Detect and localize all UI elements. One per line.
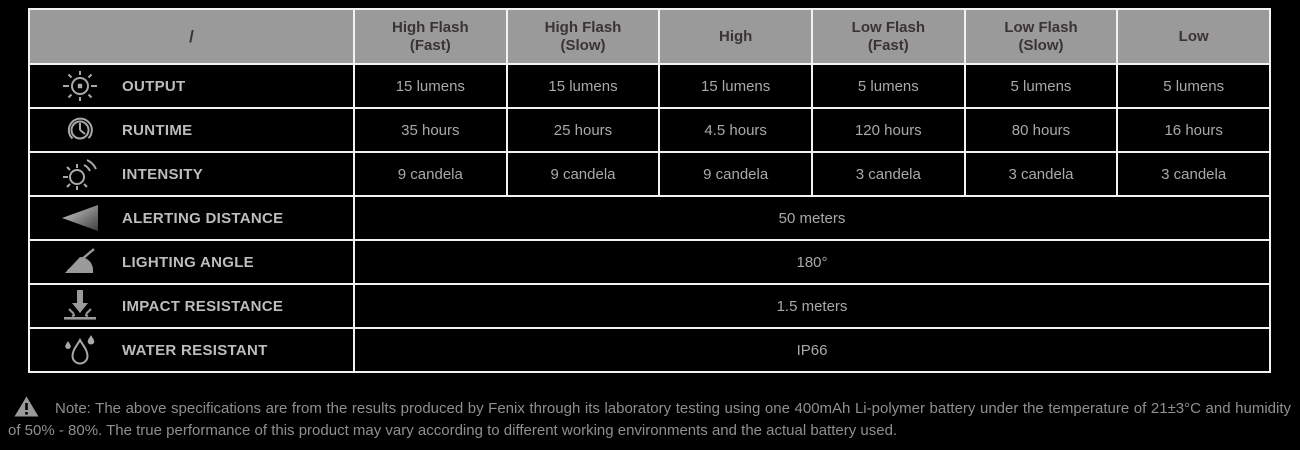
value-cell: 15 lumens bbox=[660, 65, 811, 107]
row-label-output: OUTPUT bbox=[30, 65, 353, 107]
spec-table: / High Flash (Fast) High Flash (Slow) Hi… bbox=[28, 8, 1271, 373]
value-cell: 5 lumens bbox=[1118, 65, 1269, 107]
alerting-distance-icon bbox=[58, 199, 102, 237]
column-header-high-flash-fast: High Flash (Fast) bbox=[355, 10, 506, 63]
row-label-text: RUNTIME bbox=[122, 121, 193, 139]
row-label-lighting-angle: LIGHTING ANGLE bbox=[30, 241, 353, 283]
row-label-text: OUTPUT bbox=[122, 77, 186, 95]
row-label-text: INTENSITY bbox=[122, 165, 204, 183]
value-cell: 4.5 hours bbox=[660, 109, 811, 151]
clock-icon bbox=[58, 111, 102, 149]
row-label-water-resistant: WATER RESISTANT bbox=[30, 329, 353, 371]
row-label-intensity: INTENSITY bbox=[30, 153, 353, 195]
value-cell: 120 hours bbox=[813, 109, 964, 151]
value-cell-impact-resistance: 1.5 meters bbox=[355, 285, 1269, 327]
row-label-text: IMPACT RESISTANCE bbox=[122, 297, 284, 315]
value-cell: 25 hours bbox=[507, 109, 659, 151]
value-cell: 5 lumens bbox=[813, 65, 964, 107]
value-cell-water-resistant: IP66 bbox=[355, 329, 1269, 371]
column-header-high-flash-slow: High Flash (Slow) bbox=[507, 10, 659, 63]
value-cell: 16 hours bbox=[1118, 109, 1269, 151]
warning-icon bbox=[14, 396, 39, 422]
lighting-angle-icon bbox=[58, 243, 102, 281]
column-header-high: High bbox=[660, 10, 811, 63]
value-cell: 80 hours bbox=[965, 109, 1117, 151]
row-label-alerting-distance: ALERTING DISTANCE bbox=[30, 197, 353, 239]
value-cell-lighting-angle: 180° bbox=[355, 241, 1269, 283]
value-cell: 5 lumens bbox=[965, 65, 1117, 107]
note: Note: The above specifications are from … bbox=[8, 396, 1291, 440]
row-label-text: WATER RESISTANT bbox=[122, 341, 268, 359]
value-cell: 15 lumens bbox=[355, 65, 506, 107]
intensity-icon bbox=[58, 155, 102, 193]
row-label-runtime: RUNTIME bbox=[30, 109, 353, 151]
column-header-low: Low bbox=[1118, 10, 1269, 63]
value-cell: 9 candela bbox=[660, 153, 811, 195]
value-cell: 3 candela bbox=[965, 153, 1117, 195]
value-cell: 15 lumens bbox=[507, 65, 659, 107]
value-cell: 9 candela bbox=[507, 153, 659, 195]
sun-output-icon bbox=[58, 67, 102, 105]
column-header-low-flash-slow: Low Flash (Slow) bbox=[965, 10, 1117, 63]
impact-resistance-icon bbox=[58, 287, 102, 325]
note-text: Note: The above specifications are from … bbox=[8, 400, 1291, 439]
value-cell: 35 hours bbox=[355, 109, 506, 151]
column-header-low-flash-fast: Low Flash (Fast) bbox=[813, 10, 964, 63]
row-label-text: LIGHTING ANGLE bbox=[122, 253, 254, 271]
header-corner-cell: / bbox=[30, 10, 353, 63]
row-label-text: ALERTING DISTANCE bbox=[122, 209, 284, 227]
value-cell: 9 candela bbox=[355, 153, 506, 195]
value-cell: 3 candela bbox=[1118, 153, 1269, 195]
value-cell-alerting-distance: 50 meters bbox=[355, 197, 1269, 239]
water-resistant-icon bbox=[58, 331, 102, 369]
value-cell: 3 candela bbox=[813, 153, 964, 195]
row-label-impact-resistance: IMPACT RESISTANCE bbox=[30, 285, 353, 327]
